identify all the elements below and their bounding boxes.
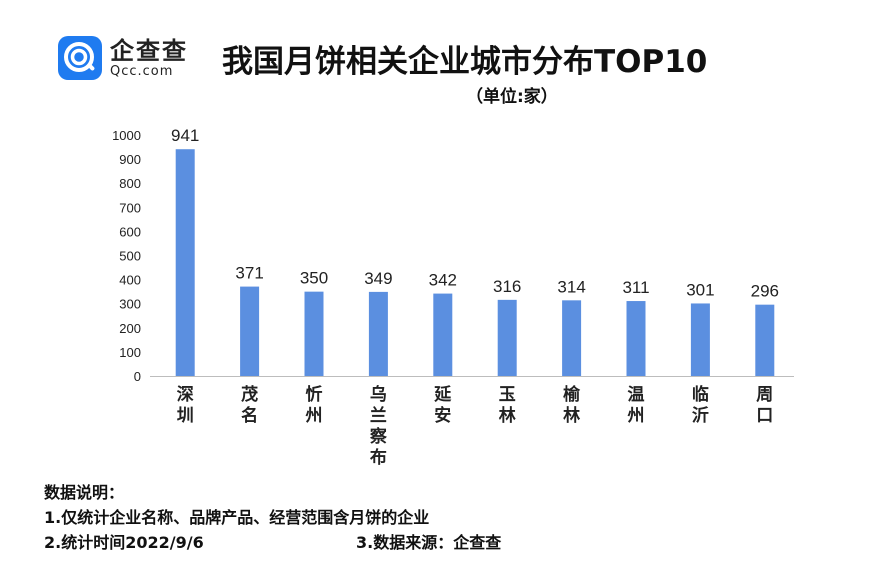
data-label: 314 bbox=[557, 277, 585, 296]
notes-line-1: 1.仅统计企业名称、品牌产品、经营范围含月饼的企业 bbox=[44, 508, 430, 527]
notes-line-3: 3.数据来源：企查查 bbox=[356, 533, 502, 552]
data-label: 342 bbox=[429, 271, 457, 290]
y-tick-label: 300 bbox=[119, 297, 141, 312]
x-tick-label: 榆林 bbox=[563, 384, 581, 426]
chart-title: 我国月饼相关企业城市分布TOP10 bbox=[222, 44, 708, 80]
data-label: 301 bbox=[686, 280, 714, 299]
bar bbox=[755, 304, 775, 376]
bar bbox=[626, 301, 646, 376]
bar bbox=[690, 303, 710, 376]
y-tick-label: 200 bbox=[119, 321, 141, 336]
y-tick-label: 600 bbox=[119, 224, 141, 239]
data-label: 296 bbox=[751, 282, 779, 301]
data-label: 311 bbox=[622, 278, 649, 297]
chart-subtitle: （单位:家） bbox=[466, 87, 558, 107]
x-tick-label: 周口 bbox=[756, 385, 773, 426]
data-label: 316 bbox=[493, 277, 521, 296]
qcc-logo-icon bbox=[58, 36, 102, 80]
y-tick-label: 100 bbox=[119, 345, 141, 360]
data-label: 350 bbox=[300, 269, 328, 288]
bar bbox=[497, 299, 517, 376]
qcc-logo: 企查查 Qcc.com bbox=[58, 36, 188, 80]
logo-domain: Qcc.com bbox=[110, 63, 174, 79]
bar bbox=[562, 300, 582, 376]
y-tick-label: 500 bbox=[119, 249, 141, 264]
y-tick-label: 700 bbox=[119, 200, 141, 215]
bar bbox=[240, 286, 260, 376]
y-tick-label: 0 bbox=[134, 369, 141, 384]
y-tick-label: 400 bbox=[119, 273, 141, 288]
x-tick-label: 延安 bbox=[433, 384, 452, 426]
bar bbox=[304, 291, 324, 376]
logo-brand-name: 企查查 bbox=[110, 36, 188, 65]
notes-heading: 数据说明： bbox=[44, 483, 125, 502]
y-tick-label: 900 bbox=[119, 152, 141, 167]
y-tick-label: 800 bbox=[119, 176, 141, 191]
x-tick-label: 茂名 bbox=[241, 384, 258, 426]
x-tick-label: 临沂 bbox=[692, 384, 709, 426]
x-tick-label: 温州 bbox=[627, 385, 645, 426]
notes-line-2: 2.统计时间2022/9/6 bbox=[44, 533, 204, 552]
bar bbox=[433, 293, 453, 376]
data-notes: 数据说明： 1.仅统计企业名称、品牌产品、经营范围含月饼的企业 2.统计时间20… bbox=[44, 480, 501, 555]
data-label: 941 bbox=[171, 126, 199, 145]
x-tick-label: 乌兰察布 bbox=[369, 384, 388, 468]
data-label: 349 bbox=[364, 269, 392, 288]
x-tick-label: 深圳 bbox=[177, 384, 194, 426]
y-tick-label: 1000 bbox=[112, 128, 141, 143]
x-tick-label: 玉林 bbox=[499, 385, 516, 426]
data-label: 371 bbox=[235, 264, 263, 283]
bar bbox=[368, 291, 388, 376]
bar bbox=[175, 149, 195, 376]
x-tick-label: 忻州 bbox=[305, 384, 323, 426]
